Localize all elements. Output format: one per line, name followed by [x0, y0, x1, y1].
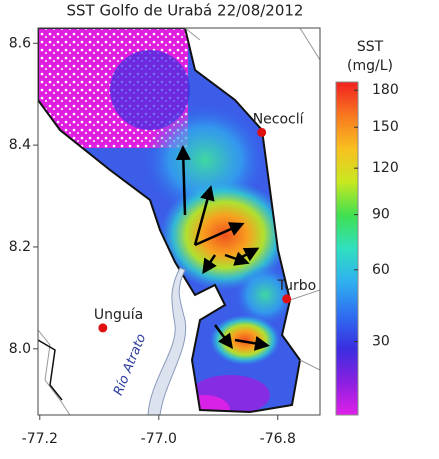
place-label: Unguía: [94, 307, 143, 323]
place-label: Turbo: [277, 278, 317, 294]
colorbar: [335, 81, 359, 416]
y-tick-label: 8.0: [9, 341, 31, 357]
y-tick-label: 8.4: [9, 137, 31, 153]
x-tick-label: -77.0: [141, 431, 177, 447]
colorbar-tick-label: 90: [372, 207, 390, 223]
place-label: Necoclí: [253, 111, 305, 127]
colorbar-tick-label: 150: [372, 119, 399, 135]
map-title: SST Golfo de Urabá 22/08/2012: [67, 2, 304, 20]
y-tick-label: 8.2: [9, 239, 31, 255]
x-tick-label: -77.2: [22, 431, 58, 447]
place-dot: [98, 323, 108, 333]
colorbar-tick-label: 120: [372, 160, 399, 176]
map-area: [38, 28, 320, 415]
colorbar-tick-label: 30: [372, 334, 390, 350]
map-frame: [37, 27, 321, 416]
place-dot: [257, 127, 267, 137]
x-tick-label: -76.8: [260, 431, 296, 447]
colorbar-title: SST: [357, 39, 384, 55]
colorbar-tick-label: 60: [372, 262, 390, 278]
colorbar-tick-label: 180: [372, 82, 399, 98]
place-dot: [282, 294, 292, 304]
colorbar-title: (mg/L): [347, 58, 393, 74]
y-tick-label: 8.6: [9, 35, 31, 51]
current-arrows: [175, 145, 270, 351]
